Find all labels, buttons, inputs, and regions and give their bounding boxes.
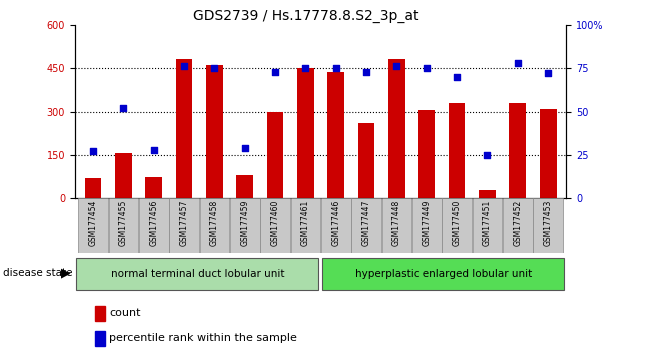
Bar	[169, 198, 199, 253]
Bar	[78, 198, 108, 253]
Bar	[115, 153, 132, 198]
Text: GSM177448: GSM177448	[392, 200, 401, 246]
Point	[88, 149, 98, 154]
Bar	[297, 68, 314, 198]
Text: GSM177459: GSM177459	[240, 200, 249, 246]
Bar	[76, 258, 318, 290]
Point	[452, 74, 462, 80]
Point	[422, 65, 432, 71]
Bar	[503, 198, 533, 253]
Text: hyperplastic enlarged lobular unit: hyperplastic enlarged lobular unit	[355, 269, 532, 279]
Bar	[260, 198, 290, 253]
Bar	[200, 198, 229, 253]
Point	[209, 65, 219, 71]
Point	[300, 65, 311, 71]
Bar	[139, 198, 169, 253]
Bar	[473, 198, 503, 253]
Bar	[176, 59, 193, 198]
Text: GSM177449: GSM177449	[422, 200, 432, 246]
Point	[482, 152, 493, 158]
Bar	[442, 198, 472, 253]
Bar	[94, 306, 105, 321]
Bar	[327, 73, 344, 198]
Bar	[449, 103, 465, 198]
Text: GSM177450: GSM177450	[452, 200, 462, 246]
Point	[391, 64, 402, 69]
Bar	[109, 198, 138, 253]
Bar	[290, 198, 320, 253]
Bar	[145, 177, 162, 198]
Point	[179, 64, 189, 69]
Text: count: count	[109, 308, 141, 318]
Text: GSM177446: GSM177446	[331, 200, 340, 246]
Bar	[388, 59, 405, 198]
Point	[118, 105, 129, 111]
Point	[543, 70, 553, 76]
Point	[331, 65, 341, 71]
Bar	[322, 258, 564, 290]
Bar	[358, 123, 374, 198]
Bar	[267, 112, 283, 198]
Point	[148, 147, 159, 153]
Bar	[381, 198, 411, 253]
Bar	[94, 331, 105, 346]
Text: GSM177452: GSM177452	[514, 200, 522, 246]
Bar	[206, 65, 223, 198]
Bar	[321, 198, 351, 253]
Bar	[230, 198, 260, 253]
Text: GSM177447: GSM177447	[361, 200, 370, 246]
Text: GSM177460: GSM177460	[271, 200, 280, 246]
Text: disease state: disease state	[3, 268, 73, 278]
Text: GDS2739 / Hs.17778.8.S2_3p_at: GDS2739 / Hs.17778.8.S2_3p_at	[193, 9, 419, 23]
Bar	[479, 190, 496, 198]
Bar	[236, 175, 253, 198]
Text: GSM177458: GSM177458	[210, 200, 219, 246]
Bar	[540, 109, 557, 198]
Text: GSM177461: GSM177461	[301, 200, 310, 246]
Text: GSM177455: GSM177455	[119, 200, 128, 246]
Bar	[85, 178, 102, 198]
Point	[361, 69, 371, 74]
Point	[240, 145, 250, 151]
Text: GSM177456: GSM177456	[149, 200, 158, 246]
Point	[270, 69, 281, 74]
Text: GSM177453: GSM177453	[544, 200, 553, 246]
Text: GSM177451: GSM177451	[483, 200, 492, 246]
Text: GSM177457: GSM177457	[180, 200, 189, 246]
Text: percentile rank within the sample: percentile rank within the sample	[109, 333, 297, 343]
Bar	[419, 110, 435, 198]
Bar	[510, 103, 526, 198]
Text: GSM177454: GSM177454	[89, 200, 98, 246]
Text: ▶: ▶	[61, 266, 70, 279]
Bar	[352, 198, 381, 253]
Bar	[412, 198, 441, 253]
Text: normal terminal duct lobular unit: normal terminal duct lobular unit	[111, 269, 284, 279]
Point	[512, 60, 523, 66]
Bar	[533, 198, 563, 253]
